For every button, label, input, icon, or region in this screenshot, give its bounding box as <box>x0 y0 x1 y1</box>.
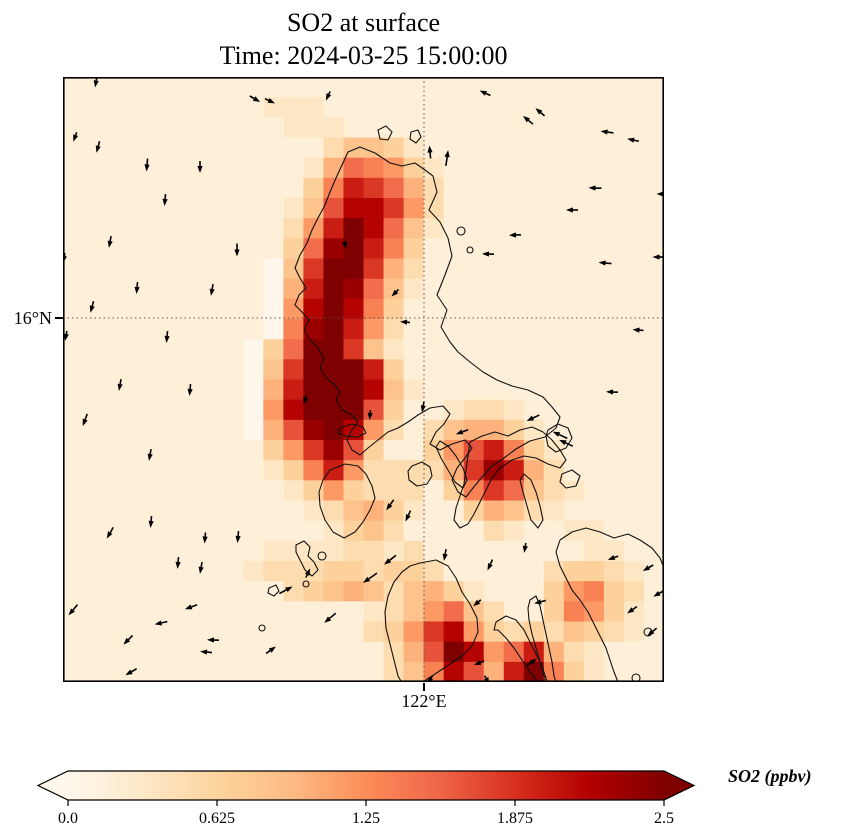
coastline-islet-n1 <box>377 125 393 141</box>
coastline-catanduanes <box>545 423 573 453</box>
coastline-tablas <box>295 540 319 577</box>
so2-heatmap-layer <box>63 77 664 682</box>
coastline-cebu <box>527 595 557 682</box>
colorbar-extend-max-arrow <box>664 771 694 800</box>
chart-subtitle-time: Time: 2024-03-25 15:00:00 <box>219 41 508 70</box>
colorbar-ticks: 0.0 0.625 1.25 1.875 2.5 <box>58 800 674 827</box>
colorbar-label: SO2 (ppbv) <box>728 766 812 786</box>
coastline-panay <box>384 559 479 682</box>
colorbar: 0.0 0.625 1.25 1.875 2.5 <box>36 770 696 827</box>
coastline-polillo2 <box>466 246 474 254</box>
coastline-mindoro <box>318 463 376 539</box>
chart-title: SO2 at surface <box>286 8 441 37</box>
coastline-islet-se2 <box>631 673 641 682</box>
y-axis-tick-label: 16°N <box>13 308 52 328</box>
gridline-layer <box>63 77 664 682</box>
svg-text:2.5: 2.5 <box>654 810 674 827</box>
coastline-sibuyan <box>302 580 310 588</box>
map-plot <box>63 77 664 682</box>
coastline-masbate <box>453 426 567 529</box>
y-axis-tick <box>55 317 63 319</box>
coastline-ticao <box>519 473 544 529</box>
coastline-marinduque <box>407 461 433 487</box>
coastline-polillo <box>456 226 466 236</box>
coastline-layer <box>258 125 664 682</box>
svg-text:0.0: 0.0 <box>58 810 78 827</box>
coastline-romblon <box>317 551 327 561</box>
svg-text:1.25: 1.25 <box>352 810 380 827</box>
x-axis-tick <box>423 683 425 691</box>
coastline-islets-east <box>559 469 581 489</box>
coastline-samar-west <box>555 539 619 682</box>
coastline-lubang <box>337 423 367 438</box>
colorbar-extend-min-arrow <box>38 771 68 800</box>
colorbar-gradient-bar <box>68 771 664 800</box>
svg-text:0.625: 0.625 <box>199 810 235 827</box>
svg-text:1.875: 1.875 <box>497 810 533 827</box>
coastline-luzon <box>294 146 561 498</box>
x-axis-tick-label: 122°E <box>401 691 447 711</box>
coastline-islet-sw2 <box>258 624 266 632</box>
coastline-islets-sw <box>267 584 280 597</box>
coastline-islet-n2 <box>409 129 422 144</box>
map-border <box>63 77 664 682</box>
coastline-samar-north <box>559 527 664 569</box>
